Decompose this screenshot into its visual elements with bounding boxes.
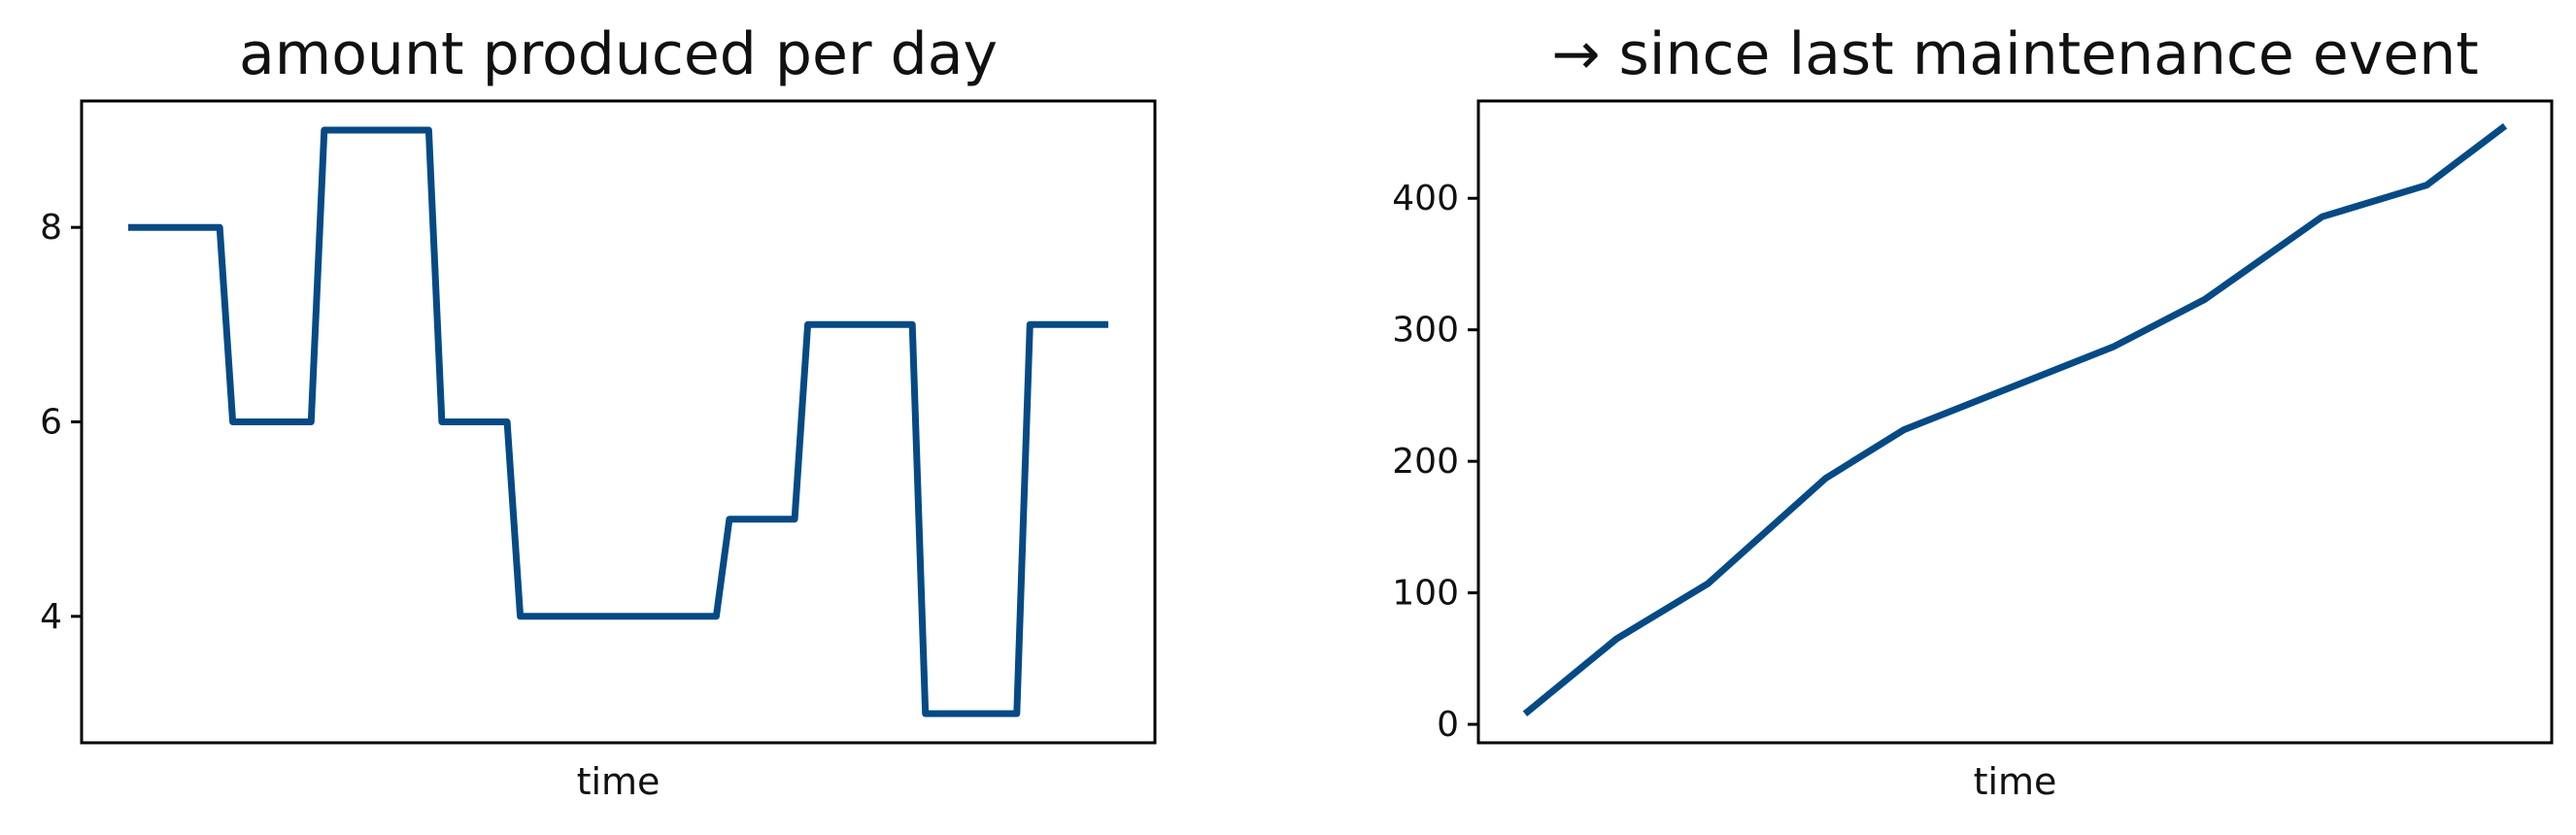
- y-tick-label: 4: [40, 597, 62, 637]
- y-tick-label: 100: [1392, 574, 1459, 614]
- y-tick-label: 0: [1437, 705, 1459, 745]
- y-axis: 4 6 8: [40, 208, 82, 637]
- y-axis: 0 100 200 300 400: [1392, 179, 1478, 745]
- y-tick-label: 200: [1392, 442, 1459, 482]
- y-tick-label: 8: [40, 208, 62, 248]
- chart-title: amount produced per day: [239, 20, 998, 88]
- y-tick-label: 400: [1392, 179, 1459, 218]
- plot-frame: [1476, 99, 2554, 745]
- x-axis-label: time: [1974, 760, 2057, 803]
- y-tick-label: 300: [1392, 311, 1459, 351]
- series-line: [128, 126, 1108, 718]
- series-line: [1522, 122, 2508, 717]
- y-tick-label: 6: [40, 403, 62, 443]
- x-axis-label: time: [577, 760, 661, 803]
- chart-amount-produced: amount produced per day 4 6 8 time: [40, 20, 1157, 803]
- chart-since-maintenance: → since last maintenance event 0 100 200 30…: [1392, 20, 2554, 803]
- chart-title: → since last maintenance event: [1551, 20, 2479, 88]
